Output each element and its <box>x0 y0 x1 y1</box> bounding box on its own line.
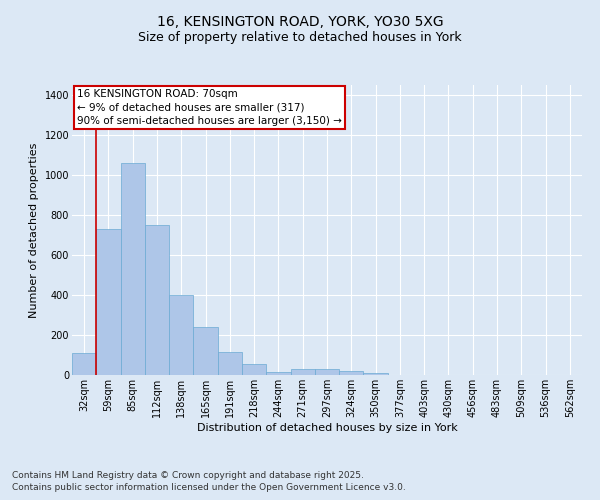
Text: Size of property relative to detached houses in York: Size of property relative to detached ho… <box>138 31 462 44</box>
Text: Contains HM Land Registry data © Crown copyright and database right 2025.: Contains HM Land Registry data © Crown c… <box>12 470 364 480</box>
Bar <box>242 364 266 375</box>
Bar <box>169 295 193 375</box>
Bar <box>218 352 242 375</box>
Bar <box>96 229 121 375</box>
Text: 16 KENSINGTON ROAD: 70sqm
← 9% of detached houses are smaller (317)
90% of semi-: 16 KENSINGTON ROAD: 70sqm ← 9% of detach… <box>77 90 342 126</box>
Y-axis label: Number of detached properties: Number of detached properties <box>29 142 39 318</box>
Text: Contains public sector information licensed under the Open Government Licence v3: Contains public sector information licen… <box>12 483 406 492</box>
Bar <box>145 225 169 375</box>
Bar <box>72 353 96 375</box>
Bar <box>193 327 218 375</box>
Bar <box>266 372 290 375</box>
Bar <box>290 370 315 375</box>
X-axis label: Distribution of detached houses by size in York: Distribution of detached houses by size … <box>197 422 457 432</box>
Bar <box>339 372 364 375</box>
Bar <box>315 370 339 375</box>
Text: 16, KENSINGTON ROAD, YORK, YO30 5XG: 16, KENSINGTON ROAD, YORK, YO30 5XG <box>157 16 443 30</box>
Bar <box>121 163 145 375</box>
Bar <box>364 373 388 375</box>
